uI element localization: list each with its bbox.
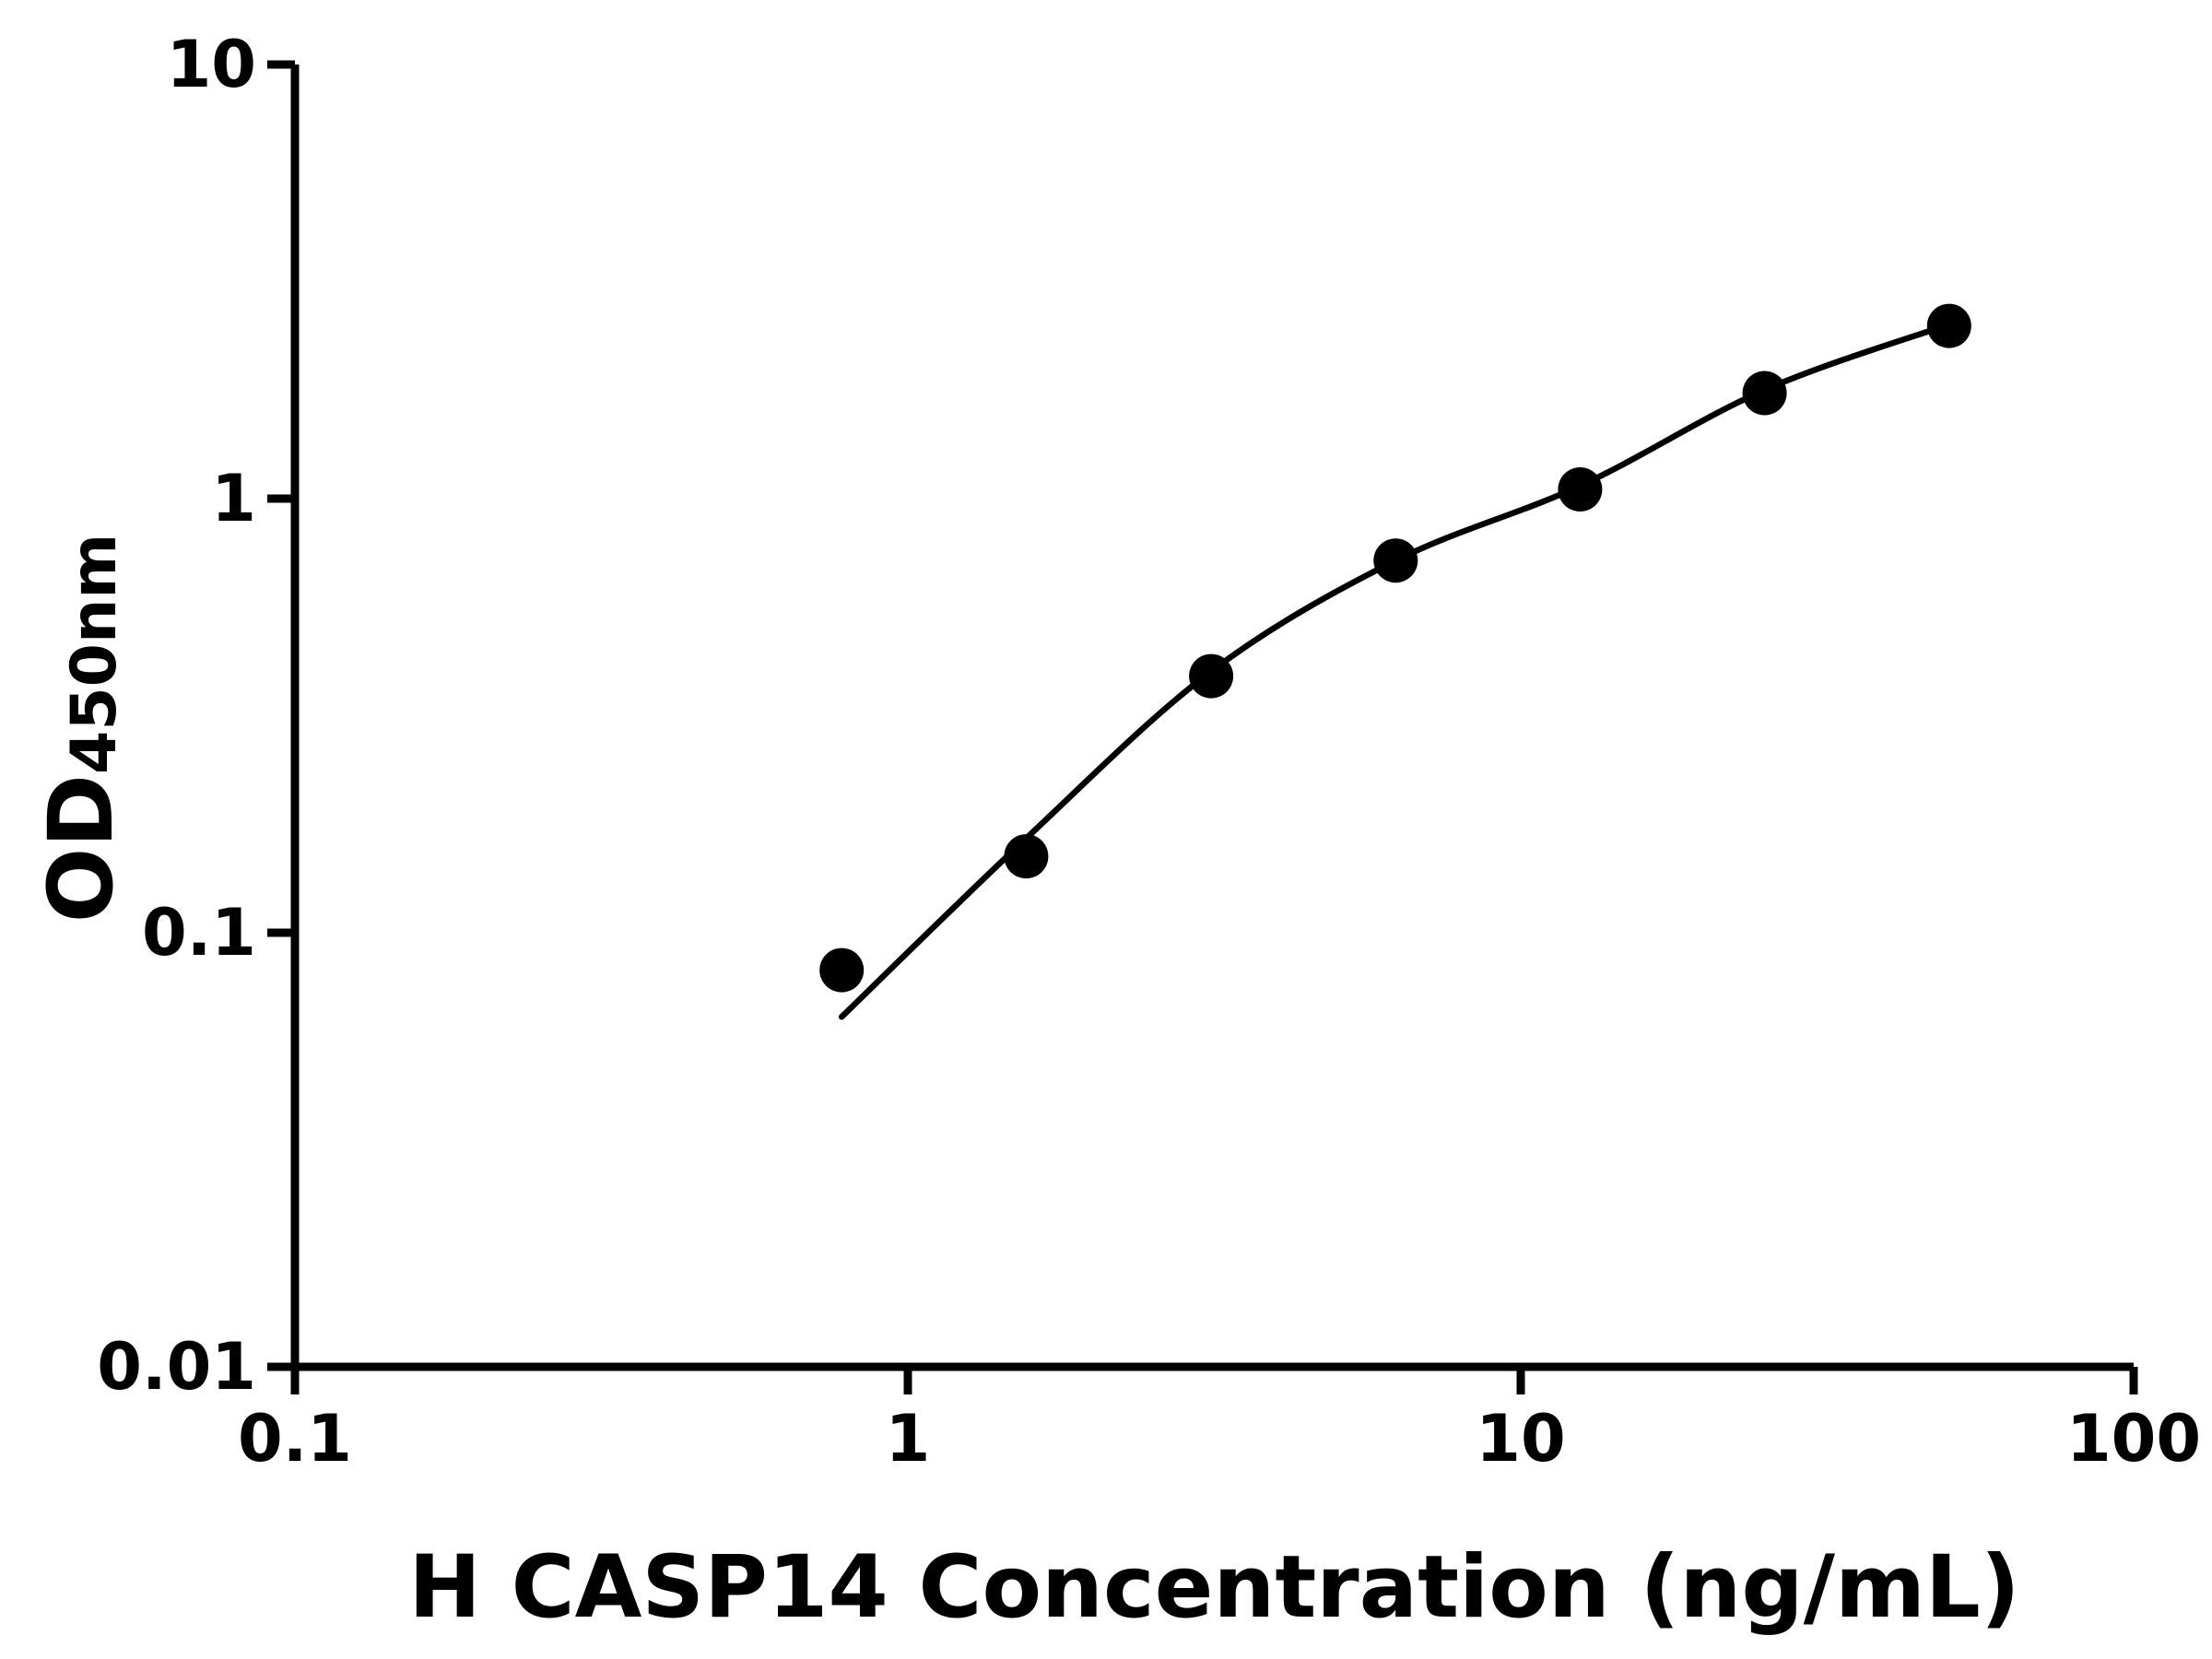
x-tick-label: 10 <box>1476 1401 1565 1477</box>
data-point <box>1373 538 1418 583</box>
y-tick-label: 10 <box>167 27 256 102</box>
fit-curve <box>838 321 1953 1020</box>
y-axis-title-sub: 450nm <box>58 533 131 774</box>
x-tick-label: 0.1 <box>238 1401 352 1477</box>
y-tick-label: 0.01 <box>97 1329 256 1405</box>
data-point <box>819 947 865 993</box>
fit-curve-group <box>838 321 1953 1020</box>
x-tick-label: 100 <box>2066 1401 2201 1477</box>
x-axis-title: H CASP14 Concentration (ng/mL) <box>408 1537 2020 1638</box>
tick-marks <box>267 60 2138 1394</box>
y-tick-label: 0.1 <box>142 895 256 971</box>
data-point <box>1926 303 1971 348</box>
data-points-group <box>819 303 1971 993</box>
y-tick-label: 1 <box>211 461 256 536</box>
data-point <box>1189 653 1234 699</box>
y-axis-title: OD450nm <box>29 534 133 924</box>
x-tick-label: 1 <box>886 1401 931 1477</box>
axes <box>290 65 2134 1371</box>
data-point <box>1558 467 1603 512</box>
data-point <box>1742 371 1787 416</box>
data-point <box>1004 834 1049 879</box>
y-axis-title-main: OD <box>29 773 133 924</box>
